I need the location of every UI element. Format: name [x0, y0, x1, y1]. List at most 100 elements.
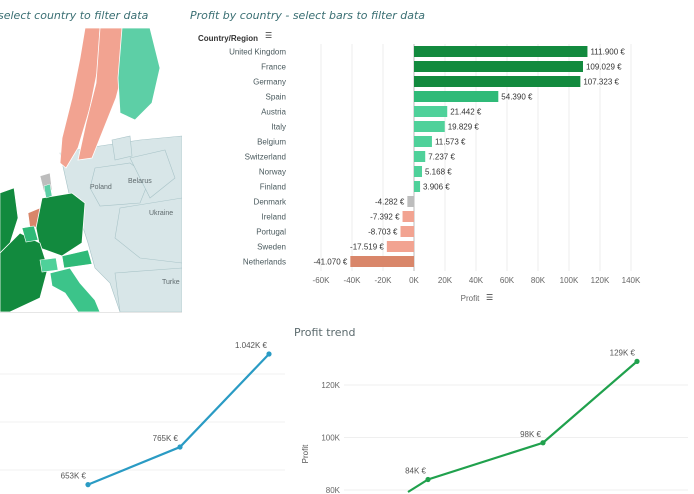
trend-point[interactable]: [634, 358, 640, 364]
x-tick-label: 120K: [591, 276, 610, 285]
bar[interactable]: [414, 151, 426, 162]
x-axis-title: Profit: [461, 294, 480, 303]
bar[interactable]: [414, 61, 583, 72]
bar-value-label: 7.237 €: [428, 153, 455, 162]
map-region-belgium[interactable]: [21, 225, 39, 243]
category-label[interactable]: Belgium: [257, 138, 286, 147]
trend-chart-left[interactable]: 653K € 765K € 1.042K €: [0, 341, 285, 494]
bar-value-label: -4.282 €: [375, 198, 405, 207]
bar[interactable]: [402, 211, 414, 222]
trend-point[interactable]: [540, 440, 546, 446]
bar-value-label: -17.519 €: [350, 243, 384, 252]
map-region-france[interactable]: [0, 232, 49, 312]
map-panel-divider: [0, 312, 182, 313]
category-label[interactable]: Ireland: [262, 213, 286, 222]
bar[interactable]: [407, 196, 414, 207]
x-tick-label: 40K: [469, 276, 484, 285]
y-tick-label: 100K: [321, 434, 340, 443]
category-label[interactable]: Norway: [259, 168, 286, 177]
x-tick-label: 100K: [560, 276, 579, 285]
bar-value-label: 109.029 €: [586, 63, 622, 72]
bar[interactable]: [414, 121, 445, 132]
bar[interactable]: [350, 256, 414, 267]
x-tick-label: 60K: [500, 276, 515, 285]
bar-value-label: -7.392 €: [370, 213, 400, 222]
column-header: Country/Region: [198, 34, 258, 43]
bar[interactable]: [386, 241, 414, 252]
map-region-finland[interactable]: [117, 28, 161, 121]
y-tick-label: 80K: [326, 486, 341, 494]
map-region-switzerland[interactable]: [39, 257, 59, 273]
bar[interactable]: [414, 181, 421, 192]
category-label[interactable]: Austria: [261, 108, 286, 117]
bar-value-label: 3.906 €: [423, 183, 450, 192]
category-label[interactable]: France: [261, 63, 286, 72]
bar-value-label: -8.703 €: [368, 228, 398, 237]
sort-icon[interactable]: ☰: [265, 31, 273, 40]
bar[interactable]: [414, 166, 423, 177]
trend-point-label: 765K €: [153, 434, 179, 443]
x-tick-label: 0K: [409, 276, 419, 285]
bar-value-label: 107.323 €: [583, 78, 619, 87]
x-tick-label: -60K: [313, 276, 331, 285]
trend-chart-right[interactable]: Profit 80K 100K 120K 84K € 98K € 129K €: [298, 344, 688, 494]
x-tick-label: 80K: [531, 276, 546, 285]
profit-by-country-chart[interactable]: Country/Region -60K -40K -20K 0K 20K 40K 60K 80K…: [190, 28, 650, 318]
bar[interactable]: [400, 226, 414, 237]
bar-value-label: 21.442 €: [450, 108, 482, 117]
europe-map[interactable]: Poland Belarus Ukraine Turke: [0, 28, 182, 312]
bar[interactable]: [414, 136, 432, 147]
map-region-poland[interactable]: [89, 162, 151, 207]
map-region-germany[interactable]: [35, 192, 86, 257]
category-label[interactable]: Sweden: [257, 243, 286, 252]
bar[interactable]: [414, 76, 581, 87]
y-axis-title: Profit: [301, 444, 310, 463]
category-label[interactable]: Netherlands: [243, 258, 286, 267]
y-tick-label: 120K: [321, 381, 340, 390]
bar[interactable]: [414, 106, 448, 117]
bar-value-label: -41.070 €: [314, 258, 348, 267]
trend-point[interactable]: [177, 444, 183, 450]
trend-line[interactable]: [407, 360, 638, 493]
map-label-poland: Poland: [90, 184, 112, 191]
axis-sort-icon[interactable]: ☰: [486, 293, 494, 302]
trend-point-label: 98K €: [520, 430, 541, 439]
trend-point[interactable]: [425, 476, 431, 483]
category-label[interactable]: Germany: [253, 78, 286, 87]
category-label[interactable]: Denmark: [254, 198, 287, 207]
trend-point[interactable]: [266, 351, 272, 357]
bar[interactable]: [414, 91, 499, 102]
trend-point[interactable]: [85, 482, 91, 488]
x-tick-label: -40K: [344, 276, 362, 285]
trend-point-label: 84K €: [405, 467, 426, 476]
map-region-ukraine[interactable]: [114, 197, 182, 264]
category-label[interactable]: United Kingdom: [229, 48, 286, 57]
map-label-belarus: Belarus: [128, 178, 152, 185]
x-tick-label: -20K: [375, 276, 393, 285]
trend-title: Profit trend: [294, 326, 356, 339]
bar-value-label: 11.573 €: [435, 138, 466, 147]
category-label[interactable]: Spain: [266, 93, 286, 102]
category-label[interactable]: Italy: [271, 123, 286, 132]
map-region-uk[interactable]: [0, 187, 19, 254]
category-label[interactable]: Switzerland: [245, 153, 286, 162]
map-region-belarus[interactable]: [129, 149, 176, 199]
trend-point-label: 653K €: [61, 472, 87, 481]
bar-chart-title: Profit by country - select bars to filte…: [190, 9, 426, 22]
map-label-turkey: Turke: [162, 279, 180, 286]
trend-point-label: 129K €: [610, 348, 636, 357]
map-region-turkey[interactable]: [114, 267, 182, 312]
bar-value-label: 5.168 €: [425, 168, 452, 177]
x-tick-label: 20K: [438, 276, 453, 285]
map-region-austria[interactable]: [61, 249, 93, 269]
category-label[interactable]: Portugal: [256, 228, 286, 237]
map-label-ukraine: Ukraine: [149, 210, 173, 217]
bar-value-label: 111.900 €: [590, 48, 625, 57]
category-label[interactable]: Finland: [260, 183, 286, 192]
map-region-italy[interactable]: [49, 267, 101, 312]
bar-value-label: 19.829 €: [448, 123, 480, 132]
bar[interactable]: [414, 46, 588, 57]
map-title: select country to filter data: [0, 9, 149, 22]
x-tick-label: 140K: [622, 276, 641, 285]
bar-value-label: 54.390 €: [501, 93, 533, 102]
